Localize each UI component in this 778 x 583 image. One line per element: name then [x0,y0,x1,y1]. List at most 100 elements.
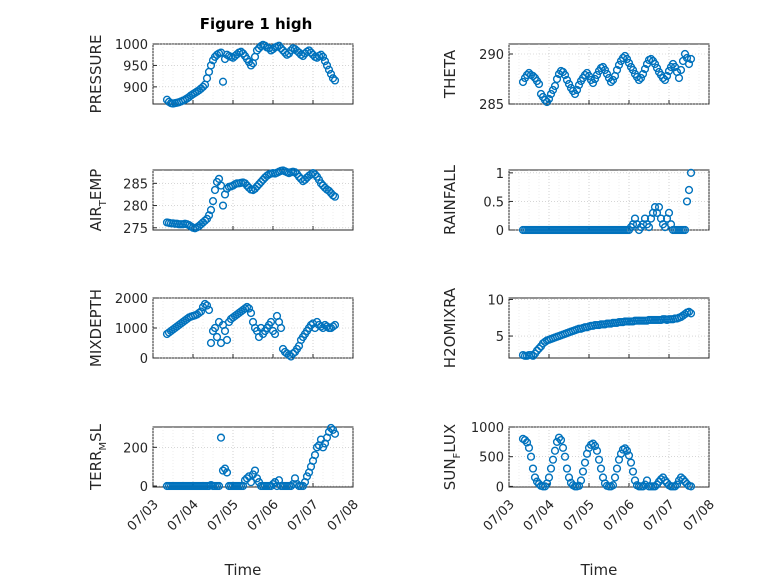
data-point [580,70,590,80]
data-point [660,75,670,85]
data-point [322,61,332,70]
y-axis-label-main: SUN [441,458,459,490]
data-point [528,71,538,81]
data-point [608,481,618,490]
subplot-4: 0 0.5 1 RAINFALL [441,164,710,239]
data-point [662,71,672,81]
y-tick-label: 0.5 [483,195,504,210]
data-point [646,54,656,64]
y-axis-label-main: H2OMIXRA [441,287,459,368]
data-point [310,170,320,179]
data-point [618,53,628,63]
data-point [276,323,286,333]
y-axis-label: THETA [441,49,459,99]
data-point [576,476,586,485]
data-point [526,452,536,461]
data-point [270,329,280,339]
y-axis-label-rest: EMP [87,169,105,200]
data-point [524,443,534,452]
data-point [246,478,256,487]
data-point [588,78,598,88]
data-point [596,464,606,473]
y-axis-label-main: AIR [87,206,105,231]
y-axis-label: H2OMIXRA [441,287,459,368]
data-point [544,473,554,482]
data-point [676,65,686,75]
data-point [270,478,280,487]
data-point [600,65,610,75]
data-point [610,473,620,482]
data-point [240,304,250,313]
data-point [302,472,312,481]
data-point [664,208,674,217]
data-point [658,73,668,83]
data-point [544,94,554,104]
data-point [252,182,262,191]
data-point [626,458,636,467]
data-point [562,464,572,473]
data-point [316,179,326,188]
data-point [686,168,696,177]
data-point [216,433,226,442]
data-point [244,183,254,192]
data-point [206,205,216,215]
data-point [638,482,648,491]
data-point [574,80,584,90]
data-point [290,168,300,177]
data-point [210,323,220,333]
data-point [204,211,214,220]
data-point [650,59,660,69]
data-point [622,54,632,64]
data-point [552,74,562,84]
data-point [624,451,634,460]
y-tick-label: 5 [496,330,504,345]
data-point [256,177,266,187]
data-point [330,429,340,438]
data-point [560,452,570,461]
data-point [672,480,682,489]
data-point [210,185,220,195]
data-point [630,476,640,485]
data-point [328,74,338,83]
y-tick-label: 290 [479,48,504,63]
data-point [656,475,666,484]
data-point [252,474,262,483]
data-point [222,468,232,477]
data-point [206,61,216,70]
data-point [528,464,538,473]
y-axis-label-main: RAINFALL [441,164,459,235]
y-tick-label: 950 [123,59,148,74]
data-point [686,482,696,491]
data-point [590,441,600,451]
data-point [320,57,330,66]
data-point [208,197,218,206]
data-point [328,425,338,435]
data-point [330,76,340,85]
data-point [606,77,616,87]
data-point [316,322,326,331]
data-point [684,307,694,317]
y-axis-label-main: MIXDEPTH [87,289,105,367]
data-point [324,65,334,74]
y-axis-label: TERRMSL [87,423,109,491]
data-point [518,77,528,87]
data-point [682,479,692,489]
y-tick-label: 200 [123,441,148,456]
data-point [578,467,588,476]
data-point [590,74,600,84]
data-point [288,349,298,358]
y-tick-label: 0 [496,224,504,239]
data-point [680,225,690,235]
y-tick-label: 285 [123,177,148,192]
data-point [660,476,670,485]
x-axis-label: Time [580,561,618,579]
data-point [592,70,602,80]
y-axis-label-rest: LUX [441,424,459,453]
data-point [218,201,228,210]
data-point [326,69,336,79]
data-point [532,346,542,355]
data-point [212,332,222,342]
y-axis-label-main: PRESSURE [87,35,105,114]
